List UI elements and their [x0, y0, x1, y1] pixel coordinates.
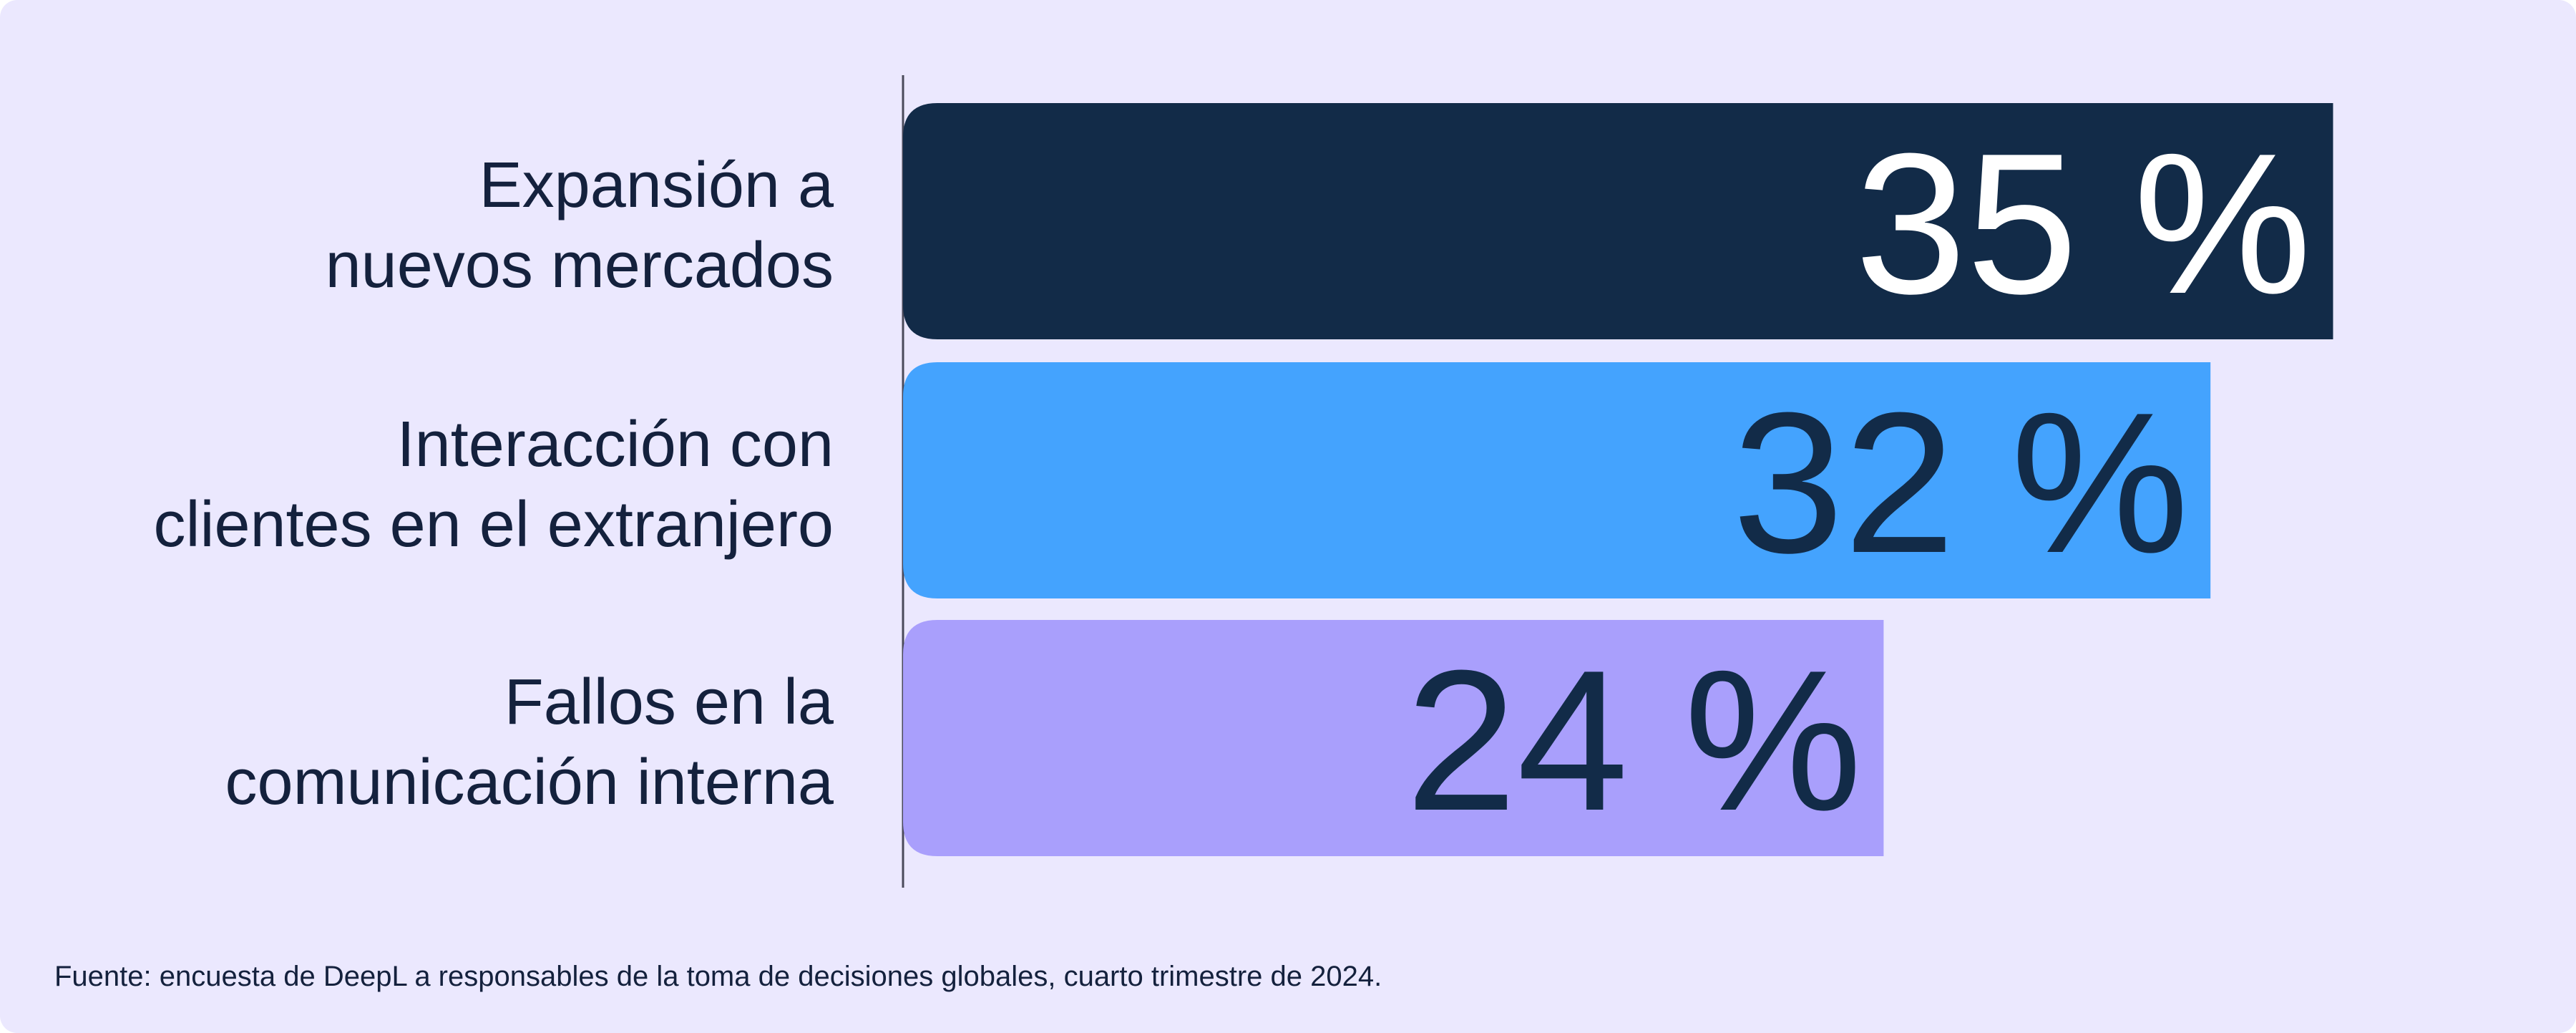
bar-value-label-1: 35 % [1855, 112, 2311, 336]
category-label-line: nuevos mercados [326, 230, 834, 301]
bars-group: 35 % Expansión a nuevos mercados 32 % Intera… [153, 103, 2333, 856]
category-label-3: Fallos en la comunicación interna [225, 666, 834, 818]
category-label-line: comunicación interna [225, 747, 834, 818]
bar-3 [903, 620, 1884, 856]
category-label-line: Interacción con [397, 409, 834, 480]
category-label-2: Interacción con clientes en el extranjero [153, 409, 834, 561]
bar-2 [903, 362, 2211, 598]
category-label-line: clientes en el extranjero [153, 489, 834, 561]
category-label-line: Expansión a [479, 150, 834, 221]
bar-value-label-3: 24 % [1405, 629, 1862, 853]
source-footnote: Fuente: encuesta de DeepL a responsables… [54, 961, 1382, 992]
category-label-1: Expansión a nuevos mercados [326, 150, 834, 301]
bar-value-label-2: 32 % [1732, 372, 2189, 595]
category-label-line: Fallos en la [504, 666, 834, 738]
bar-1 [903, 103, 2333, 339]
